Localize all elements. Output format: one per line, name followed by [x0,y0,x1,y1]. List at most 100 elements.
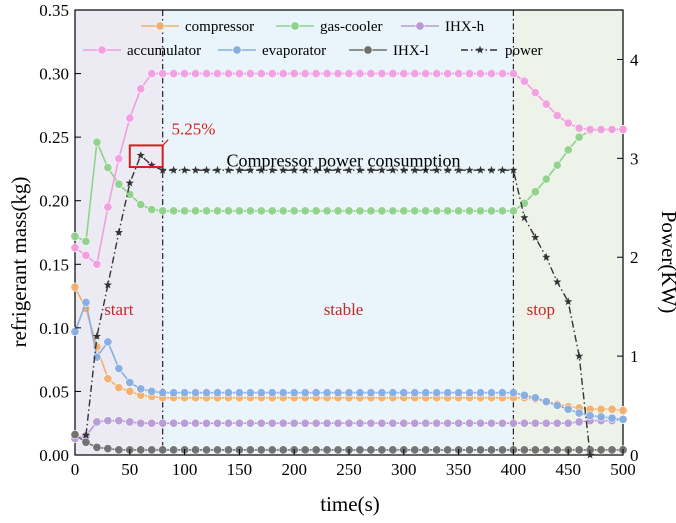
data-point-power [279,165,288,174]
data-point-gas-cooler [267,206,277,216]
data-point-IHX-l [574,445,584,455]
data-point-gas-cooler [465,206,475,216]
data-point-gas-cooler [202,206,212,216]
data-point-accumulator [519,76,529,86]
data-point-power [147,161,156,169]
data-point-power [443,165,452,174]
data-point-accumulator [388,69,398,79]
y-right-tick-label: 0 [630,446,639,465]
data-point-IHX-h [180,418,190,428]
data-point-evaporator [103,337,113,347]
data-point-gas-cooler [508,206,518,216]
data-point-accumulator [125,113,135,123]
data-point-evaporator [432,388,442,398]
data-point-evaporator [366,388,376,398]
data-point-compressor [114,383,124,393]
data-point-gas-cooler [410,206,420,216]
data-point-IHX-h [114,416,124,426]
data-point-IHX-h [234,418,244,428]
x-tick-label: 150 [227,460,253,479]
data-point-IHX-l [136,445,146,455]
data-point-IHX-l [497,445,507,455]
data-point-IHX-h [519,418,529,428]
data-point-power [301,165,310,174]
data-point-gas-cooler [322,206,332,216]
data-point-power [509,165,518,174]
data-point-IHX-h [355,418,365,428]
legend-label-IHX-h: IHX-h [445,19,485,35]
data-point-evaporator [377,388,387,398]
data-point-gas-cooler [256,206,266,216]
phase-label: stable [324,300,364,319]
data-point-accumulator [322,69,332,79]
data-point-accumulator [454,69,464,79]
data-point-IHX-l [223,445,233,455]
data-point-compressor [70,282,80,292]
data-point-evaporator [278,388,288,398]
data-point-IHX-h [267,418,277,428]
x-tick-label: 0 [71,460,80,479]
data-point-gas-cooler [245,206,255,216]
highlight-box [128,144,164,169]
data-point-accumulator [311,69,321,79]
data-point-accumulator [234,69,244,79]
data-point-evaporator [212,388,222,398]
data-point-evaporator [322,388,332,398]
data-point-evaporator [289,388,299,398]
data-point-IHX-l [596,445,606,455]
data-point-gas-cooler [476,206,486,216]
data-point-evaporator [344,388,354,398]
data-point-power [586,450,595,459]
y-left-tick-label: 0.00 [39,446,69,465]
data-point-accumulator [114,154,124,164]
data-point-power [531,233,540,241]
data-point-IHX-h [92,417,102,427]
data-point-IHX-h [169,418,179,428]
data-point-IHX-l [81,437,91,447]
data-point-IHX-l [169,445,179,455]
data-point-IHX-l [519,445,529,455]
data-point-gas-cooler [486,206,496,216]
data-point-evaporator [223,388,233,398]
data-point-gas-cooler [278,206,288,216]
data-point-power [454,165,463,174]
data-point-power [125,178,134,187]
x-tick-label: 450 [555,460,581,479]
data-point-accumulator [399,69,409,79]
data-point-compressor [607,404,617,414]
data-point-power [103,280,112,289]
data-point-accumulator [300,69,310,79]
series-line-power [85,154,591,456]
chart-marks [70,69,628,459]
highlight-leader-line [162,139,169,146]
data-point-gas-cooler [355,206,365,216]
data-point-evaporator [552,400,562,410]
data-point-power [114,228,123,236]
data-point-evaporator [574,408,584,418]
data-point-evaporator [267,388,277,398]
data-point-gas-cooler [103,163,113,173]
data-point-accumulator [202,69,212,79]
data-point-gas-cooler [81,236,91,246]
y-left-tick-label: 0.25 [39,128,69,147]
x-tick-label: 400 [501,460,527,479]
data-point-evaporator [388,388,398,398]
data-point-gas-cooler [125,189,135,199]
data-point-accumulator [267,69,277,79]
data-point-gas-cooler [497,206,507,216]
legend-label-accumulator: accumulator [127,43,201,59]
data-point-power [575,351,584,360]
legend-marker-power [475,45,485,54]
data-point-IHX-h [103,416,113,426]
data-point-gas-cooler [92,137,102,147]
data-point-gas-cooler [377,206,387,216]
data-point-accumulator [180,69,190,79]
legend-marker-compressor [155,21,165,31]
data-point-gas-cooler [114,179,124,189]
x-tick-label: 100 [172,460,198,479]
y-left-tick-label: 0.20 [39,192,69,211]
data-point-accumulator [136,84,146,94]
data-point-evaporator [519,390,529,400]
data-point-power [268,165,277,174]
